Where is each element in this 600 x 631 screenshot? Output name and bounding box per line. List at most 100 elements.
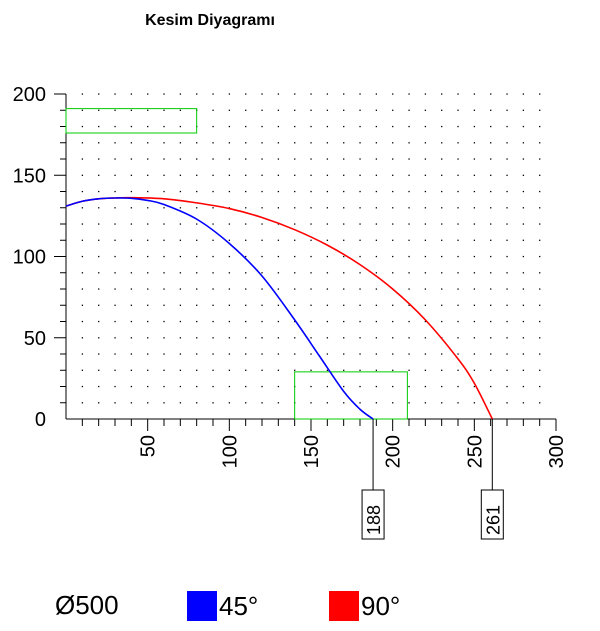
grid-dot — [392, 223, 394, 225]
grid-dot — [228, 142, 231, 144]
grid-dot — [326, 402, 329, 404]
grid-dot — [261, 239, 263, 241]
grid-dot — [228, 353, 231, 355]
grid-dot — [392, 304, 394, 306]
grid-dot — [424, 93, 427, 95]
grid-dot — [245, 369, 247, 371]
grid-dot — [326, 125, 329, 128]
legend-item-45: 45° — [187, 590, 258, 622]
grid-dot — [490, 190, 492, 193]
grid-dot — [212, 125, 214, 128]
grid-dot — [277, 353, 280, 355]
grid-dot — [179, 142, 182, 144]
grid-dot — [473, 239, 476, 241]
legend-label-45: 45° — [219, 590, 259, 621]
grid-dot — [163, 93, 165, 95]
grid-dot — [261, 369, 263, 371]
grid-dot — [473, 142, 476, 144]
grid-dot — [392, 369, 394, 371]
grid-dot — [326, 93, 329, 95]
grid-dot — [163, 304, 165, 306]
x-tick-label: 100 — [219, 435, 241, 468]
grid-dot — [506, 109, 508, 111]
grid-dot — [130, 288, 133, 290]
grid-dot — [179, 125, 182, 128]
grid-dot — [539, 288, 541, 290]
grid-dot — [212, 158, 214, 160]
grid-dot — [98, 320, 100, 323]
grid-dot — [261, 158, 263, 160]
grid-dot — [539, 239, 541, 241]
grid-dot — [179, 369, 182, 371]
grid-dot — [130, 272, 133, 274]
grid-dot — [473, 125, 476, 128]
grid-dot — [326, 272, 329, 274]
grid-dot — [196, 369, 198, 371]
grid-dot — [212, 402, 214, 404]
grid-dot — [277, 109, 280, 111]
grid-dot — [179, 320, 182, 323]
grid-dot — [441, 158, 443, 160]
grid-dot — [114, 190, 116, 193]
grid-dot — [245, 158, 247, 160]
grid-dot — [457, 353, 459, 355]
grid-dot — [98, 304, 100, 306]
grid-dot — [506, 304, 508, 306]
grid-dot — [441, 385, 443, 388]
grid-dot — [490, 142, 492, 144]
grid-dot — [81, 142, 84, 144]
grid-dot — [81, 174, 84, 176]
grid-dot — [392, 239, 394, 241]
legend-swatch-red — [329, 591, 359, 621]
grid-dot — [98, 158, 100, 160]
grid-dot — [98, 125, 100, 128]
grid-dot — [179, 207, 182, 209]
grid-dot — [163, 223, 165, 225]
grid-dot — [114, 207, 116, 209]
grid-dot — [392, 385, 394, 388]
grid-dot — [163, 125, 165, 128]
grid-dot — [179, 304, 182, 306]
grid-dot — [375, 223, 378, 225]
grid-dot — [81, 272, 84, 274]
grid-dot — [506, 272, 508, 274]
grid-dot — [375, 190, 378, 193]
grid-dot — [522, 320, 525, 323]
grid-dot — [261, 255, 263, 258]
legend: Ø500 45° 90° — [0, 588, 600, 628]
grid-dot — [490, 239, 492, 241]
grid-dot — [326, 174, 329, 176]
grid-dot — [490, 158, 492, 160]
grid-dot — [539, 353, 541, 355]
grid-dot — [81, 207, 84, 209]
grid-dot — [294, 239, 296, 241]
y-tick-label: 100 — [13, 247, 46, 269]
grid-dot — [392, 320, 394, 323]
grid-dot — [359, 255, 361, 258]
grid-dot — [310, 158, 312, 160]
grid-dot — [196, 304, 198, 306]
grid-dot — [245, 402, 247, 404]
grid-dot — [212, 304, 214, 306]
grid-dot — [539, 255, 541, 258]
grid-dot — [375, 288, 378, 290]
grid-dot — [147, 207, 149, 209]
grid-dot — [212, 142, 214, 144]
grid-dot — [424, 158, 427, 160]
grid-dot — [326, 109, 329, 111]
grid-dot — [294, 190, 296, 193]
grid-dot — [98, 207, 100, 209]
grid-dot — [506, 190, 508, 193]
grid-dot — [261, 142, 263, 144]
grid-dot — [147, 402, 149, 404]
grid-dot — [359, 353, 361, 355]
grid-dot — [228, 109, 231, 111]
axes: 0 50 100 150 200 50 100 150 200 250 300 — [13, 84, 568, 468]
grid-dot — [179, 174, 182, 176]
grid-dot — [408, 369, 410, 371]
grid-dot — [457, 369, 459, 371]
grid-dot — [424, 239, 427, 241]
grid-dot — [473, 255, 476, 258]
grid-dot — [473, 288, 476, 290]
grid-dot — [539, 272, 541, 274]
